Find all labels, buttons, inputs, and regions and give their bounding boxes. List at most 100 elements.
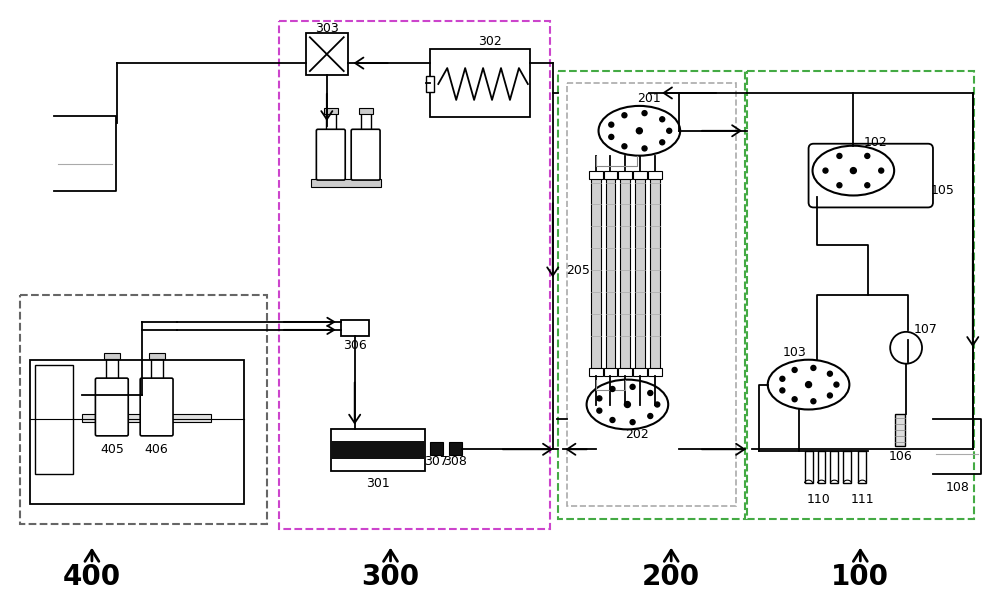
Text: 308: 308	[443, 455, 467, 467]
Circle shape	[667, 128, 672, 133]
Bar	[604, 368, 617, 376]
Circle shape	[609, 134, 614, 140]
Bar	[635, 176, 645, 370]
Text: 107: 107	[914, 324, 938, 336]
Bar	[818, 451, 825, 483]
Text: 106: 106	[888, 450, 912, 463]
Circle shape	[660, 117, 665, 122]
Bar	[331, 429, 425, 471]
Bar	[650, 176, 660, 370]
Text: 405: 405	[100, 443, 124, 456]
Bar	[606, 176, 615, 370]
Circle shape	[610, 386, 615, 392]
Ellipse shape	[768, 360, 849, 410]
Bar	[324, 108, 338, 114]
Circle shape	[850, 168, 856, 174]
Text: 202: 202	[625, 428, 649, 441]
Text: 300: 300	[361, 563, 420, 590]
Circle shape	[655, 402, 660, 407]
Text: 303: 303	[315, 21, 339, 35]
Circle shape	[780, 388, 785, 393]
Text: 306: 306	[343, 339, 367, 352]
Bar	[20, 295, 267, 524]
Bar	[618, 368, 632, 376]
Circle shape	[597, 396, 602, 401]
FancyBboxPatch shape	[351, 130, 380, 180]
Bar	[633, 368, 647, 376]
Circle shape	[792, 368, 797, 373]
Circle shape	[630, 420, 635, 424]
Circle shape	[597, 408, 602, 413]
Circle shape	[610, 417, 615, 423]
Circle shape	[660, 140, 665, 145]
FancyBboxPatch shape	[316, 130, 345, 180]
Bar	[604, 171, 617, 179]
Bar	[430, 442, 443, 456]
Circle shape	[837, 183, 842, 187]
Circle shape	[834, 382, 839, 387]
Bar	[326, 113, 336, 131]
Circle shape	[811, 399, 816, 404]
Circle shape	[648, 414, 653, 418]
Bar	[144, 395, 170, 429]
Bar	[82, 414, 211, 423]
Circle shape	[837, 153, 842, 158]
Circle shape	[622, 113, 627, 118]
FancyBboxPatch shape	[140, 378, 173, 436]
Circle shape	[642, 110, 647, 116]
Bar	[331, 441, 425, 459]
Text: 406: 406	[145, 443, 168, 456]
Bar	[895, 414, 905, 447]
Circle shape	[865, 183, 870, 187]
Bar	[306, 33, 348, 75]
Bar	[30, 360, 244, 504]
Bar	[355, 146, 377, 174]
Bar	[805, 451, 813, 483]
Circle shape	[879, 168, 884, 173]
Text: 301: 301	[366, 476, 389, 490]
Text: 110: 110	[807, 493, 830, 506]
Bar	[589, 368, 603, 376]
Circle shape	[636, 128, 642, 134]
Circle shape	[630, 384, 635, 389]
Bar	[558, 71, 745, 519]
Circle shape	[827, 371, 832, 376]
Circle shape	[622, 144, 627, 149]
Text: 103: 103	[783, 346, 806, 359]
Circle shape	[890, 332, 922, 364]
Bar	[35, 365, 73, 474]
Bar	[648, 368, 662, 376]
Ellipse shape	[599, 106, 680, 156]
Circle shape	[648, 390, 653, 395]
Text: 400: 400	[63, 563, 121, 590]
Text: 205: 205	[566, 264, 590, 276]
FancyBboxPatch shape	[95, 378, 128, 436]
Bar	[830, 451, 838, 483]
Circle shape	[642, 146, 647, 151]
Bar	[449, 442, 462, 456]
Bar	[151, 358, 163, 380]
Bar	[747, 71, 974, 519]
Bar	[430, 49, 530, 117]
Circle shape	[780, 376, 785, 381]
Text: 105: 105	[931, 184, 955, 197]
Ellipse shape	[813, 146, 894, 195]
Bar	[359, 108, 373, 114]
Text: 201: 201	[637, 93, 661, 106]
Circle shape	[792, 397, 797, 402]
Bar	[618, 171, 632, 179]
Bar	[99, 395, 125, 429]
Circle shape	[823, 168, 828, 173]
Bar	[311, 179, 381, 186]
Bar	[341, 320, 369, 336]
Bar	[320, 146, 342, 174]
Text: 200: 200	[642, 563, 700, 590]
Circle shape	[811, 365, 816, 370]
Text: 307: 307	[424, 455, 448, 467]
Text: 302: 302	[478, 35, 502, 48]
Bar	[633, 171, 647, 179]
Bar	[149, 353, 165, 359]
Bar	[279, 21, 550, 529]
Circle shape	[827, 393, 832, 398]
Circle shape	[865, 153, 870, 158]
